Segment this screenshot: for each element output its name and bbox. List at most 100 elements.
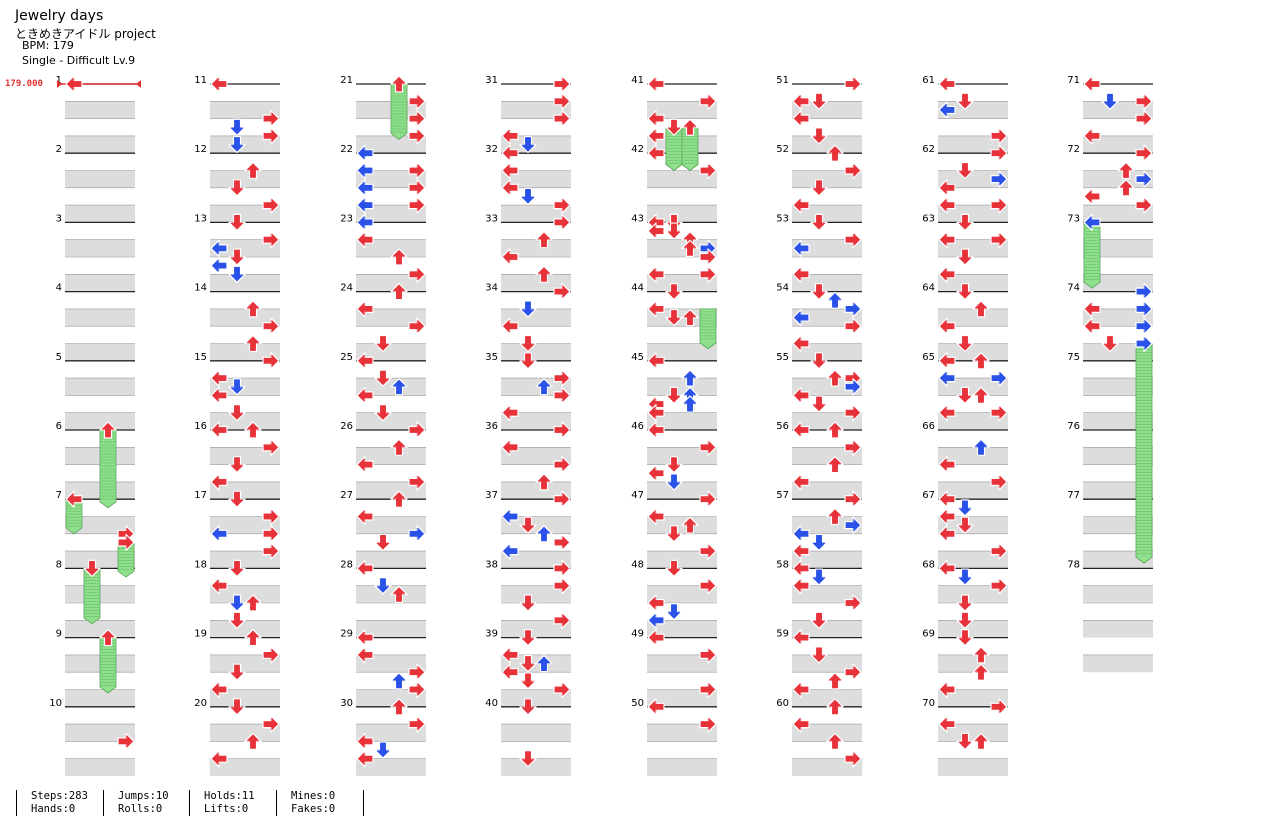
measure-number: 45 [631, 352, 644, 363]
left-arrow-icon [792, 265, 810, 283]
right-arrow-icon [1135, 334, 1153, 353]
stat-fakes: Fakes:0 [291, 802, 336, 815]
beat-band [647, 343, 717, 361]
left-arrow-icon [356, 750, 374, 768]
beat-band [501, 343, 571, 361]
beat-band [65, 135, 135, 154]
beat-band [501, 412, 571, 430]
up-arrow-icon [535, 378, 553, 396]
measure-number: 49 [631, 629, 644, 640]
beat-band [647, 412, 717, 430]
song-artist: ときめきアイドル project [15, 27, 156, 41]
up-arrow-icon [826, 456, 844, 474]
measure-number: 72 [1067, 144, 1080, 155]
beat-band [1083, 412, 1153, 430]
measure-number: 37 [485, 490, 498, 501]
right-arrow-icon [553, 611, 571, 629]
left-arrow-icon [938, 352, 956, 370]
left-arrow-icon [938, 75, 956, 93]
left-arrow-icon [356, 144, 374, 162]
down-arrow-icon [519, 594, 537, 612]
beat-band [938, 620, 1008, 638]
left-arrow-icon [356, 300, 374, 318]
down-arrow-icon [956, 594, 974, 612]
measure-number: 51 [776, 75, 789, 86]
beat-band [1083, 239, 1153, 257]
measure-number: 26 [340, 421, 353, 432]
left-arrow-icon [501, 317, 519, 335]
beat-band [1083, 274, 1153, 292]
right-arrow-icon [262, 109, 280, 128]
right-arrow-icon [699, 646, 717, 664]
down-arrow-icon [519, 187, 537, 206]
right-arrow-icon [844, 750, 862, 768]
left-arrow-icon [647, 300, 665, 318]
measure-column [938, 101, 1008, 776]
left-arrow-icon [792, 196, 810, 214]
beat-band [792, 170, 862, 188]
beat-band [65, 308, 135, 327]
left-arrow-icon [501, 179, 519, 197]
left-arrow-icon [792, 473, 810, 491]
stat-group: Holds:11 Lifts:0 [189, 790, 255, 816]
bpm-change-tick [136, 80, 141, 88]
measure-number: 75 [1067, 352, 1080, 363]
down-arrow-icon [228, 265, 246, 283]
left-arrow-icon [938, 196, 956, 214]
right-arrow-icon [408, 265, 426, 283]
left-arrow-icon [938, 525, 956, 543]
up-arrow-icon [99, 628, 117, 647]
up-arrow-icon [826, 369, 844, 387]
left-arrow-icon [356, 196, 374, 214]
right-arrow-icon [699, 577, 717, 595]
measure-number: 22 [340, 144, 353, 155]
up-arrow-icon [244, 161, 262, 180]
down-arrow-icon [228, 118, 246, 136]
beat-band [65, 274, 135, 292]
beat-band [210, 585, 280, 603]
left-arrow-icon [501, 646, 519, 664]
down-arrow-icon [810, 646, 828, 664]
beat-band [210, 447, 280, 465]
beat-band [647, 205, 717, 223]
down-arrow-icon [810, 395, 828, 413]
down-arrow-icon [665, 308, 683, 327]
left-arrow-icon [65, 490, 83, 508]
beat-band [210, 412, 280, 430]
stat-lifts: Lifts:0 [204, 802, 249, 815]
down-arrow-icon [956, 92, 974, 110]
down-arrow-icon [228, 456, 246, 474]
down-arrow-icon [228, 213, 246, 231]
beat-band [647, 689, 717, 707]
left-arrow-icon [501, 663, 519, 681]
down-arrow-icon [956, 628, 974, 647]
beat-band [792, 585, 862, 603]
down-arrow-icon [228, 611, 246, 629]
beat-band [501, 239, 571, 257]
beat-band [356, 516, 426, 534]
beat-band [501, 170, 571, 188]
left-arrow-icon [356, 646, 374, 664]
beat-band [1083, 516, 1153, 534]
right-arrow-icon [553, 577, 571, 595]
beat-band [1083, 447, 1153, 465]
measure-number: 7 [56, 490, 62, 501]
freeze-hold-icon [1135, 343, 1153, 564]
beat-band [210, 689, 280, 707]
right-arrow-icon [408, 715, 426, 733]
beat-band [792, 274, 862, 292]
beat-band [1083, 481, 1153, 500]
right-arrow-icon [262, 352, 280, 370]
down-arrow-icon [810, 283, 828, 301]
beat-band [210, 239, 280, 257]
up-arrow-icon [972, 663, 990, 681]
down-arrow-icon [956, 283, 974, 301]
measure-number: 15 [194, 352, 207, 363]
measure-number: 23 [340, 213, 353, 224]
right-arrow-icon [553, 533, 571, 552]
left-arrow-icon [938, 231, 956, 249]
beat-band [65, 516, 135, 534]
up-arrow-icon [390, 672, 408, 690]
beat-band [1083, 378, 1153, 396]
right-arrow-icon [990, 577, 1008, 595]
